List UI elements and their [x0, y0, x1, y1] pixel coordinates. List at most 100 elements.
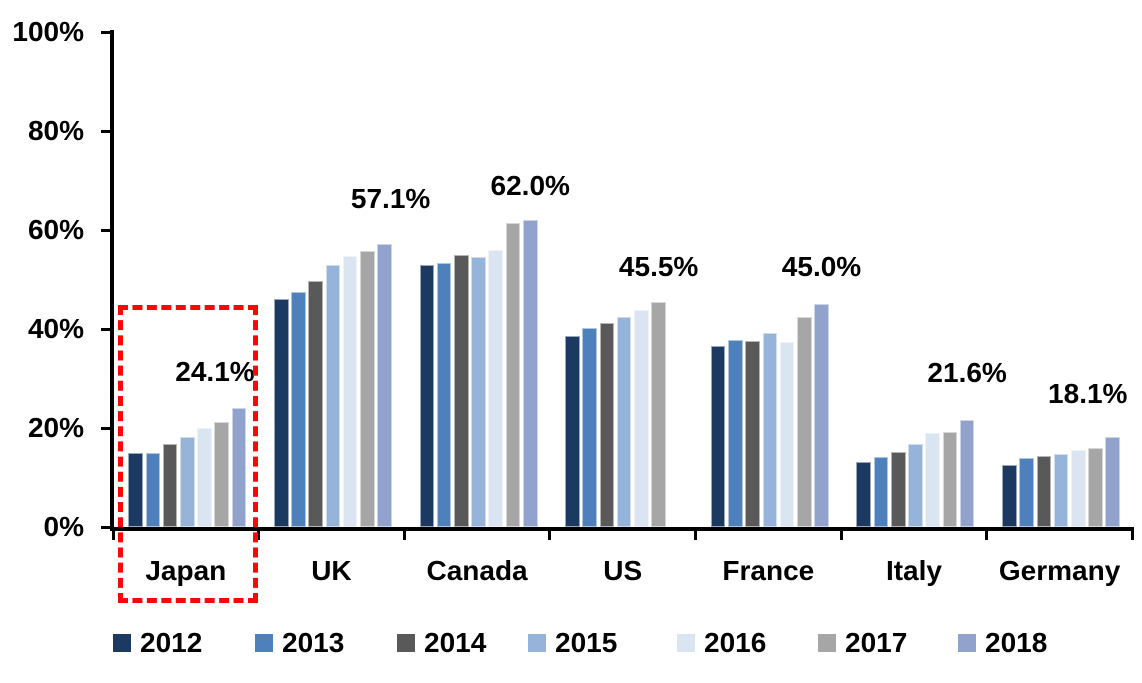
bar-france-2013 [728, 340, 743, 527]
bar-italy-2016 [925, 432, 940, 527]
y-tick-mark-60 [101, 228, 113, 232]
legend-item-2017: 2017 [818, 629, 907, 657]
legend-swatch-2016 [677, 634, 695, 652]
legend-swatch-2012 [113, 634, 131, 652]
legend-item-2012: 2012 [113, 629, 202, 657]
y-tick-label-100: 100% [12, 16, 84, 47]
bar-us-2014 [599, 323, 615, 527]
bar-japan-2018 [231, 407, 247, 527]
legend-item-2013: 2013 [255, 629, 344, 657]
legend-label-2013: 2013 [282, 627, 345, 658]
x-tick-mark-0 [111, 527, 115, 540]
legend-item-2016: 2016 [677, 629, 766, 657]
bar-us-2015 [616, 317, 632, 527]
bar-uk-2014 [308, 280, 323, 527]
bar-germany-2013 [1019, 457, 1034, 527]
legend-item-2014: 2014 [397, 629, 486, 657]
category-label-canada: Canada [426, 555, 528, 586]
bar-japan-2015 [179, 436, 195, 527]
y-tick-mark-20 [101, 426, 113, 430]
bar-italy-2012 [856, 462, 872, 527]
bar-japan-2017 [214, 421, 230, 527]
y-tick-label-20: 20% [27, 412, 84, 443]
data-label-germany: 18.1% [1048, 378, 1128, 410]
x-tick-mark-3 [548, 527, 552, 540]
bar-canada-2015 [471, 257, 486, 527]
bar-italy-2014 [890, 451, 906, 527]
legend-label-2018: 2018 [985, 627, 1048, 658]
x-tick-mark-4 [694, 527, 698, 540]
y-tick-mark-40 [101, 327, 113, 331]
bar-japan-2014 [162, 443, 178, 527]
y-tick-label-80: 80% [27, 115, 84, 146]
bar-germany-2015 [1053, 453, 1069, 527]
bar-japan-2016 [197, 428, 212, 527]
legend-label-2017: 2017 [845, 627, 908, 658]
y-tick-label-60: 60% [27, 214, 84, 245]
bar-canada-2014 [454, 255, 469, 527]
bar-canada-2013 [436, 262, 452, 527]
legend-label-2016: 2016 [704, 627, 767, 658]
y-tick-mark-0 [101, 525, 113, 529]
bar-canada-2018 [522, 220, 538, 527]
data-label-italy: 21.6% [927, 357, 1007, 389]
bar-france-2017 [796, 317, 812, 527]
japan-highlight-box [118, 305, 258, 603]
y-tick-mark-100 [101, 30, 113, 34]
legend-swatch-2015 [528, 634, 546, 652]
y-axis-line [110, 30, 114, 531]
bar-canada-2016 [488, 249, 504, 527]
legend-swatch-2013 [255, 634, 273, 652]
x-tick-mark-1 [257, 527, 261, 540]
y-tick-label-40: 40% [27, 313, 84, 344]
bar-canada-2017 [505, 223, 521, 527]
bar-japan-2013 [145, 452, 161, 527]
category-label-us: US [603, 555, 643, 586]
bar-uk-2017 [360, 251, 375, 527]
legend-swatch-2017 [818, 634, 836, 652]
bar-germany-2012 [1002, 464, 1017, 527]
legend-label-2012: 2012 [140, 627, 203, 658]
legend-label-2015: 2015 [555, 627, 618, 658]
bar-uk-2015 [325, 264, 341, 527]
bar-uk-2018 [377, 244, 392, 527]
x-tick-mark-5 [839, 527, 843, 540]
legend-item-2015: 2015 [528, 629, 617, 657]
bar-canada-2012 [419, 265, 435, 527]
category-label-france: France [722, 555, 815, 586]
x-tick-mark-6 [985, 527, 989, 540]
bar-germany-2018 [1105, 437, 1121, 527]
data-label-canada: 62.0% [490, 170, 570, 202]
bar-italy-2017 [942, 432, 958, 527]
category-label-uk: UK [311, 555, 352, 586]
bar-italy-2013 [873, 457, 889, 527]
category-label-japan: Japan [145, 555, 227, 586]
x-tick-mark-2 [402, 527, 406, 540]
bar-france-2015 [762, 332, 778, 527]
y-tick-mark-80 [101, 129, 113, 133]
bar-germany-2016 [1071, 450, 1086, 527]
bar-germany-2014 [1036, 455, 1052, 527]
y-tick-label-0: 0% [43, 511, 84, 542]
category-label-germany: Germany [998, 555, 1121, 586]
data-label-us: 45.5% [618, 250, 699, 282]
legend-label-2014: 2014 [424, 627, 487, 658]
bar-japan-2012 [128, 453, 143, 527]
bar-france-2012 [710, 346, 726, 527]
bar-uk-2012 [273, 298, 289, 527]
bar-italy-2018 [959, 420, 975, 527]
bar-us-2012 [565, 336, 580, 527]
legend-swatch-2014 [397, 634, 415, 652]
bar-uk-2013 [291, 291, 306, 527]
bar-us-2013 [582, 327, 597, 527]
bar-france-2018 [814, 304, 829, 527]
data-label-uk: 57.1% [350, 183, 431, 215]
bar-france-2016 [779, 342, 795, 527]
data-label-france: 45.0% [781, 251, 862, 283]
bar-france-2014 [745, 341, 760, 527]
data-label-japan: 24.1% [175, 355, 255, 387]
x-tick-mark-7 [1130, 527, 1134, 540]
